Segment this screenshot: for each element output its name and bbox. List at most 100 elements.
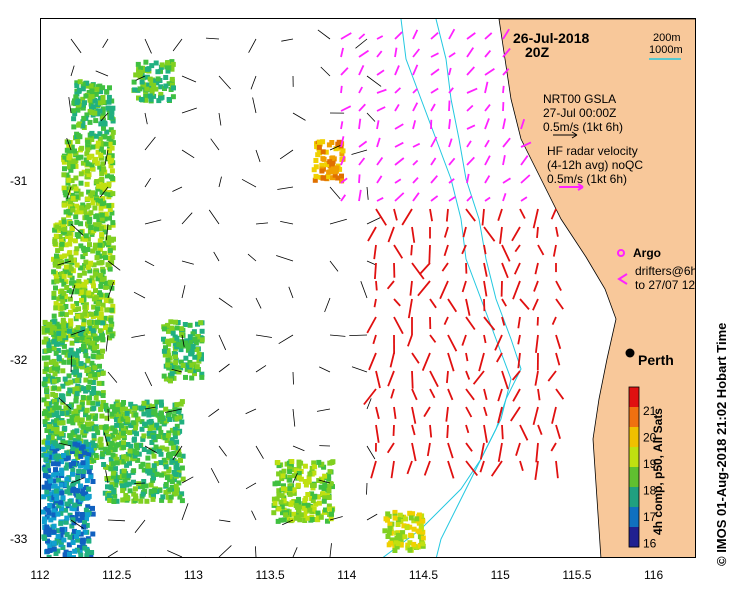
gsla-arrow <box>248 38 257 53</box>
drifter-arrow <box>376 175 383 184</box>
drifter-arrow <box>484 155 491 166</box>
hf-arrow <box>465 424 470 434</box>
sst-pixel <box>135 416 141 422</box>
sst-pixel <box>103 141 109 147</box>
sst-pixel <box>80 495 86 501</box>
sst-pixel <box>321 156 327 162</box>
gsla-vectors <box>57 29 382 557</box>
sst-pixel <box>407 547 413 553</box>
hf-arrow <box>535 334 539 354</box>
sst-pixel <box>74 337 80 343</box>
sst-pixel <box>67 440 73 446</box>
sst-pixel <box>53 401 59 407</box>
gsla-arrow <box>167 550 183 557</box>
sst-pixel <box>318 484 324 490</box>
sst-pixel <box>53 305 59 311</box>
sst-pixel <box>83 93 89 99</box>
sst-pixel <box>108 484 113 490</box>
sst-pixel <box>93 453 99 458</box>
sst-pixel <box>73 366 79 372</box>
gsla-arrow <box>292 371 294 385</box>
drifter-arrow <box>340 85 343 94</box>
hf-arrow <box>366 316 377 334</box>
sst-pixel <box>45 373 51 379</box>
gsla-arrow <box>251 510 257 521</box>
sst-pixel <box>90 200 96 206</box>
gsla-arrow <box>278 334 294 345</box>
sst-pixel <box>102 446 108 452</box>
drifter-arrow <box>520 118 526 130</box>
hf-arrow <box>519 460 524 471</box>
sst-pixel <box>177 494 183 500</box>
sst-pixel <box>159 415 165 421</box>
sst-pixel <box>54 278 60 284</box>
hf-arrow <box>483 262 488 277</box>
gsla-arrow <box>70 65 75 77</box>
hf-arrow <box>411 442 417 462</box>
sst-pixel <box>166 81 172 87</box>
gsla-arrow <box>144 445 158 454</box>
sst-pixel <box>330 459 336 465</box>
sst-pixel <box>62 294 68 300</box>
gsla-arrow <box>102 38 109 49</box>
sst-pixel <box>61 281 67 287</box>
sst-pixel <box>81 524 87 530</box>
drifter-arrow <box>466 104 474 112</box>
sst-pixel <box>64 515 70 521</box>
sst-pixel <box>59 277 65 283</box>
hf-arrow <box>517 352 521 369</box>
sst-pixel <box>174 365 180 371</box>
sst-pixel <box>99 413 105 419</box>
sst-pixel <box>81 322 87 328</box>
sst-pixel <box>110 425 116 431</box>
sst-pixel <box>163 406 169 412</box>
drifter-arrow <box>502 155 506 166</box>
sst-pixel <box>84 80 90 86</box>
sst-pixel <box>73 408 79 414</box>
sst-pixel <box>75 155 81 161</box>
sst-pixel <box>97 131 103 137</box>
sst-pixel <box>70 483 76 489</box>
sst-pixel <box>68 221 74 227</box>
hf-arrow <box>472 370 485 385</box>
sst-pixel <box>105 450 111 456</box>
sst-pixel <box>93 395 99 401</box>
sst-pixel <box>61 172 67 178</box>
sst-pixel <box>94 255 100 261</box>
gsla-arrow <box>218 112 222 126</box>
sst-pixel <box>77 420 83 426</box>
gsla-arrow <box>57 260 72 266</box>
gsla-arrow <box>70 38 82 54</box>
sst-pixel <box>87 465 93 471</box>
sst-pixel <box>69 523 75 529</box>
sst-pixel <box>105 262 111 268</box>
sst-pixel <box>70 540 76 545</box>
drifter-arrow <box>412 64 419 76</box>
sst-pixel <box>90 190 95 196</box>
sst-pixel <box>392 509 398 515</box>
sst-pixel <box>180 476 186 482</box>
sst-pixel <box>159 62 165 68</box>
sst-pixel <box>80 254 86 260</box>
sst-pixel <box>90 440 96 446</box>
sst-pixel <box>71 520 77 526</box>
sst-pixel <box>63 264 69 270</box>
hf-arrow <box>410 244 413 256</box>
sst-pixel <box>122 477 128 483</box>
sst-pixel <box>67 328 72 334</box>
hf-arrow <box>446 424 449 439</box>
sst-pixel <box>151 434 157 440</box>
sst-pixel <box>79 347 85 352</box>
sst-pixel <box>395 517 401 523</box>
sst-pixel <box>98 283 104 289</box>
gsla-arrow <box>144 371 153 387</box>
hf-arrow <box>551 316 557 325</box>
drifter-arrow <box>448 52 456 58</box>
sst-pixel <box>165 68 171 74</box>
sst-pixel <box>114 422 120 428</box>
sst-pixel <box>51 506 57 512</box>
sst-pixel <box>92 365 98 371</box>
sst-pixel <box>44 394 50 400</box>
sst-pixel <box>174 423 180 429</box>
sst-pixel <box>169 338 175 344</box>
